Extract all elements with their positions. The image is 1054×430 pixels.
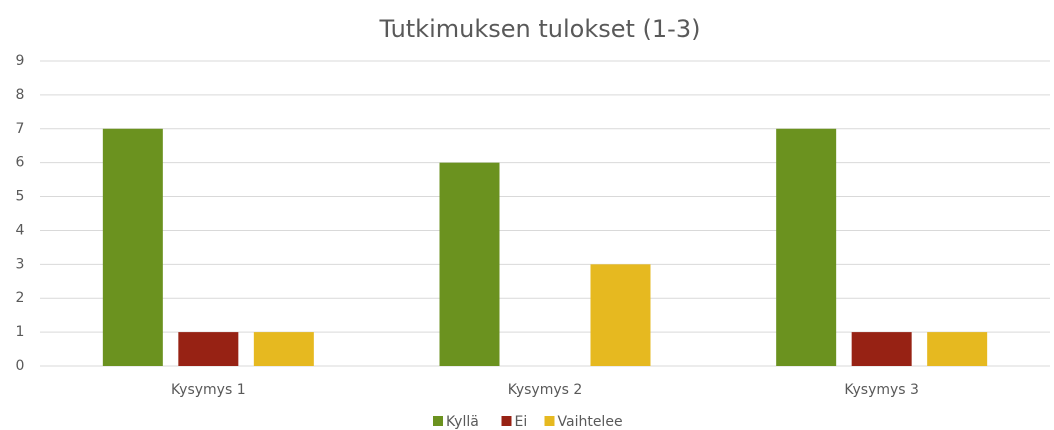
y-tick-label: 3 [16, 256, 25, 272]
y-tick-label: 4 [16, 222, 25, 238]
bar [253, 332, 314, 366]
bar [851, 332, 912, 366]
y-tick-label: 1 [16, 324, 25, 340]
y-tick-label: 8 [16, 87, 25, 103]
y-tick-label: 5 [16, 189, 25, 205]
legend-label: Vaihtelee [558, 414, 623, 430]
bar [102, 128, 163, 366]
x-tick-label: Kysymys 2 [508, 382, 583, 398]
y-tick-label: 2 [16, 290, 25, 306]
bar [927, 332, 988, 366]
legend-label: Kyllä [446, 414, 479, 430]
chart-title: Tutkimuksen tulokset (1-3) [379, 15, 701, 43]
y-tick-label: 6 [16, 155, 25, 171]
x-tick-label: Kysymys 3 [844, 382, 919, 398]
legend-label: Ei [515, 414, 528, 430]
legend-swatch [501, 416, 512, 426]
y-tick-label: 7 [16, 121, 25, 137]
bar [178, 332, 239, 366]
legend-swatch [544, 416, 555, 426]
legend-swatch [433, 416, 443, 426]
x-tick-label: Kysymys 1 [171, 382, 246, 398]
bar [439, 162, 500, 366]
bar [590, 264, 651, 366]
y-tick-label: 0 [16, 358, 25, 374]
y-tick-label: 9 [16, 53, 25, 69]
bar [776, 128, 837, 366]
